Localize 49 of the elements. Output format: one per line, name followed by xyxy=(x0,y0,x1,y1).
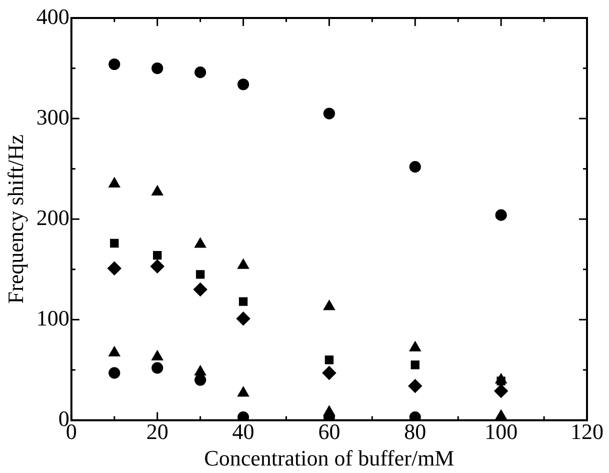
point xyxy=(496,374,507,384)
point xyxy=(323,108,335,120)
point xyxy=(108,178,120,188)
x-tick-label: 120 xyxy=(570,419,604,444)
point xyxy=(237,78,250,90)
point xyxy=(495,209,507,221)
point xyxy=(324,406,335,416)
y-tick-label: 200 xyxy=(36,204,70,230)
point xyxy=(196,270,205,279)
x-tick-label: 40 xyxy=(232,419,254,444)
point xyxy=(324,300,335,310)
x-tick-label: 60 xyxy=(318,419,340,444)
y-tick-label: 400 xyxy=(36,4,70,29)
point xyxy=(152,62,164,74)
point xyxy=(194,282,208,296)
point xyxy=(194,238,206,248)
point xyxy=(409,411,421,420)
point xyxy=(410,360,420,370)
y-tick-label: 300 xyxy=(36,104,70,130)
y-tick-label: 100 xyxy=(36,305,70,330)
point xyxy=(152,362,164,374)
point xyxy=(194,366,206,376)
point xyxy=(110,238,119,248)
x-axis-title: Concentration of buffer/mM xyxy=(204,446,454,471)
point xyxy=(408,379,422,393)
point xyxy=(108,346,120,356)
point xyxy=(236,312,250,326)
point xyxy=(238,259,249,269)
point xyxy=(108,262,122,276)
point xyxy=(409,161,421,173)
point xyxy=(494,384,508,398)
point xyxy=(108,367,120,379)
point xyxy=(194,66,206,78)
x-tick-label: 100 xyxy=(484,419,518,444)
point xyxy=(410,342,421,352)
point xyxy=(194,374,206,386)
point xyxy=(108,58,120,70)
point xyxy=(152,186,163,196)
x-tick-label: 80 xyxy=(404,419,426,444)
point xyxy=(238,297,248,306)
point xyxy=(322,366,336,380)
point xyxy=(153,250,162,260)
point xyxy=(238,386,249,397)
y-axis-title: Frequency shift/Hz xyxy=(2,134,28,304)
point xyxy=(237,411,250,420)
point xyxy=(152,350,163,360)
point xyxy=(150,260,164,274)
x-tick-label: 20 xyxy=(146,419,168,444)
point xyxy=(324,356,334,364)
